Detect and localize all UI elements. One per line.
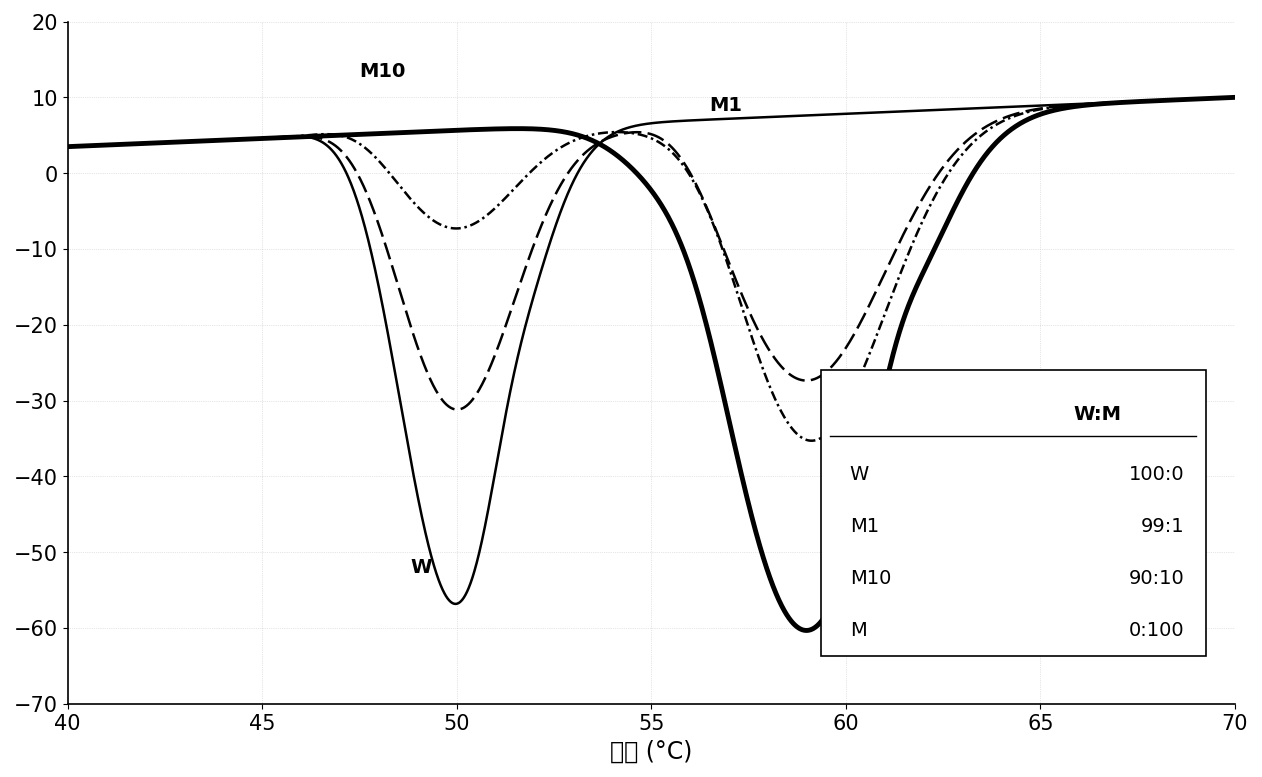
Text: 90:10: 90:10	[1129, 569, 1185, 587]
Bar	[820, 370, 1205, 656]
Text: M: M	[904, 558, 924, 577]
X-axis label: 温度 (°C): 温度 (°C)	[610, 739, 693, 763]
Text: M10: M10	[360, 61, 406, 81]
Text: 100:0: 100:0	[1129, 465, 1185, 483]
Text: M: M	[849, 621, 867, 639]
Text: W: W	[410, 558, 432, 577]
Text: M1: M1	[849, 517, 878, 535]
Text: 0:100: 0:100	[1129, 621, 1185, 639]
Text: 99:1: 99:1	[1141, 517, 1185, 535]
Text: W: W	[849, 465, 870, 483]
Text: M1: M1	[709, 96, 742, 115]
Text: M10: M10	[849, 569, 891, 587]
Text: W:M: W:M	[1074, 405, 1122, 423]
